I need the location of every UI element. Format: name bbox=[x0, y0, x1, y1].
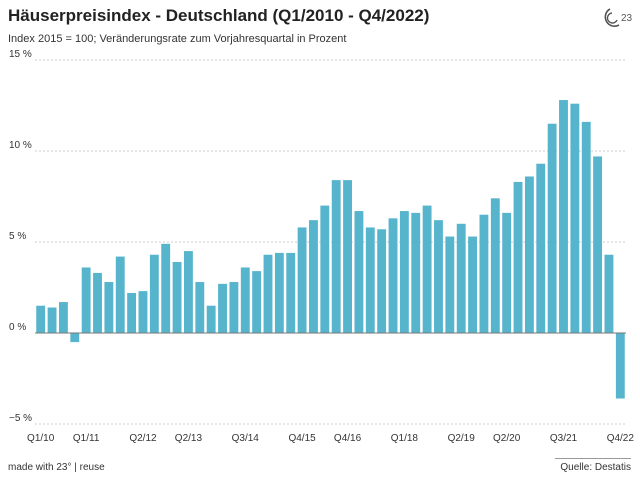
x-tick-label: Q2/19 bbox=[448, 433, 476, 444]
logo-text: 23 bbox=[621, 13, 633, 24]
bar-q3-10[interactable] bbox=[58, 302, 68, 333]
x-tick-label: Q2/13 bbox=[175, 433, 203, 444]
y-tick-label: 10 % bbox=[9, 140, 32, 151]
bar-q3-19[interactable] bbox=[468, 236, 477, 333]
bar-q4-19[interactable] bbox=[479, 214, 489, 333]
bar-q2-17[interactable] bbox=[365, 227, 375, 333]
bar-q4-17[interactable] bbox=[388, 218, 398, 333]
bar-q1-12[interactable] bbox=[127, 292, 137, 333]
bar-q1-11[interactable] bbox=[81, 267, 91, 333]
x-tick-label: Q2/20 bbox=[493, 433, 521, 444]
footer-divider bbox=[555, 458, 631, 459]
bar-q3-11[interactable] bbox=[104, 282, 114, 333]
bar-q1-17[interactable] bbox=[354, 211, 364, 333]
bar-q3-18[interactable] bbox=[422, 205, 432, 333]
logo-23-icon bbox=[604, 8, 620, 27]
bar-q3-13[interactable] bbox=[195, 282, 205, 333]
x-tick-label: Q2/12 bbox=[129, 433, 157, 444]
y-axis-labels: 15 % 10 % 5 % 0 % −5 % bbox=[9, 49, 32, 424]
bar-q3-17[interactable] bbox=[377, 229, 387, 333]
bar-q3-20[interactable] bbox=[513, 181, 523, 333]
y-tick-label: 5 % bbox=[9, 231, 26, 242]
bar-q4-22[interactable] bbox=[615, 333, 625, 399]
made-with-credit[interactable]: made with 23° | reuse bbox=[8, 462, 105, 473]
bar-q2-13[interactable] bbox=[184, 251, 193, 333]
bars bbox=[36, 100, 625, 399]
bar-q3-16[interactable] bbox=[331, 180, 341, 333]
bar-q4-16[interactable] bbox=[343, 180, 352, 333]
bar-q2-18[interactable] bbox=[411, 212, 421, 333]
bar-q4-13[interactable] bbox=[206, 305, 216, 333]
bar-q3-22[interactable] bbox=[604, 254, 614, 333]
bar-q1-15[interactable] bbox=[263, 254, 273, 333]
bar-q2-16[interactable] bbox=[320, 205, 330, 333]
bar-q4-18[interactable] bbox=[434, 220, 443, 333]
bar-q4-12[interactable] bbox=[161, 243, 171, 333]
bar-q1-18[interactable] bbox=[399, 211, 409, 333]
bar-q2-10[interactable] bbox=[47, 307, 57, 333]
x-tick-label: Q1/18 bbox=[391, 433, 419, 444]
x-tick-label: Q4/15 bbox=[288, 433, 316, 444]
bar-q2-21[interactable] bbox=[547, 123, 557, 333]
bar-q1-22[interactable] bbox=[581, 121, 591, 333]
bar-q4-15[interactable] bbox=[297, 227, 307, 333]
bar-q4-21[interactable] bbox=[570, 103, 580, 334]
bar-q2-22[interactable] bbox=[593, 156, 603, 333]
bar-q2-20[interactable] bbox=[502, 212, 512, 333]
bar-q1-14[interactable] bbox=[218, 283, 227, 333]
x-tick-label: Q4/16 bbox=[334, 433, 362, 444]
bar-q1-10[interactable] bbox=[36, 305, 46, 333]
bar-q2-12[interactable] bbox=[138, 291, 148, 333]
x-tick-label: Q1/10 bbox=[27, 433, 55, 444]
x-tick-label: Q1/11 bbox=[73, 433, 100, 444]
bar-q4-20[interactable] bbox=[524, 176, 534, 333]
bar-q4-14[interactable] bbox=[252, 271, 262, 333]
x-axis-labels: Q1/10 Q1/11 Q2/12 Q2/13 Q3/14 Q4/15 Q4/16 Q1/18… bbox=[27, 433, 634, 444]
y-tick-label: 15 % bbox=[9, 49, 32, 60]
x-tick-label: Q4/22 bbox=[607, 433, 635, 444]
bar-q3-12[interactable] bbox=[149, 254, 159, 333]
bar-q3-15[interactable] bbox=[286, 252, 296, 333]
chart-subtitle: Index 2015 = 100; Veränderungsrate zum V… bbox=[8, 33, 347, 45]
chart-title: Häuserpreisindex - Deutschland (Q1/2010 … bbox=[8, 6, 430, 25]
bar-q3-14[interactable] bbox=[240, 267, 250, 333]
y-tick-label: −5 % bbox=[9, 413, 32, 424]
bar-q1-20[interactable] bbox=[490, 198, 500, 333]
bar-q2-14[interactable] bbox=[229, 282, 239, 333]
bar-q4-11[interactable] bbox=[115, 256, 125, 333]
source-note: Quelle: Destatis bbox=[560, 462, 631, 473]
bar-q1-21[interactable] bbox=[536, 163, 546, 333]
bar-q2-19[interactable] bbox=[456, 223, 466, 333]
bar-q4-10[interactable] bbox=[70, 333, 80, 343]
bar-q2-11[interactable] bbox=[93, 272, 102, 333]
bar-q1-16[interactable] bbox=[309, 220, 318, 333]
bar-q3-21[interactable] bbox=[559, 100, 568, 333]
x-tick-label: Q3/21 bbox=[550, 433, 578, 444]
bar-q2-15[interactable] bbox=[274, 252, 284, 333]
bar-q1-19[interactable] bbox=[445, 236, 455, 333]
y-tick-label: 0 % bbox=[9, 322, 26, 333]
bar-q1-13[interactable] bbox=[172, 262, 182, 333]
x-tick-label: Q3/14 bbox=[232, 433, 260, 444]
